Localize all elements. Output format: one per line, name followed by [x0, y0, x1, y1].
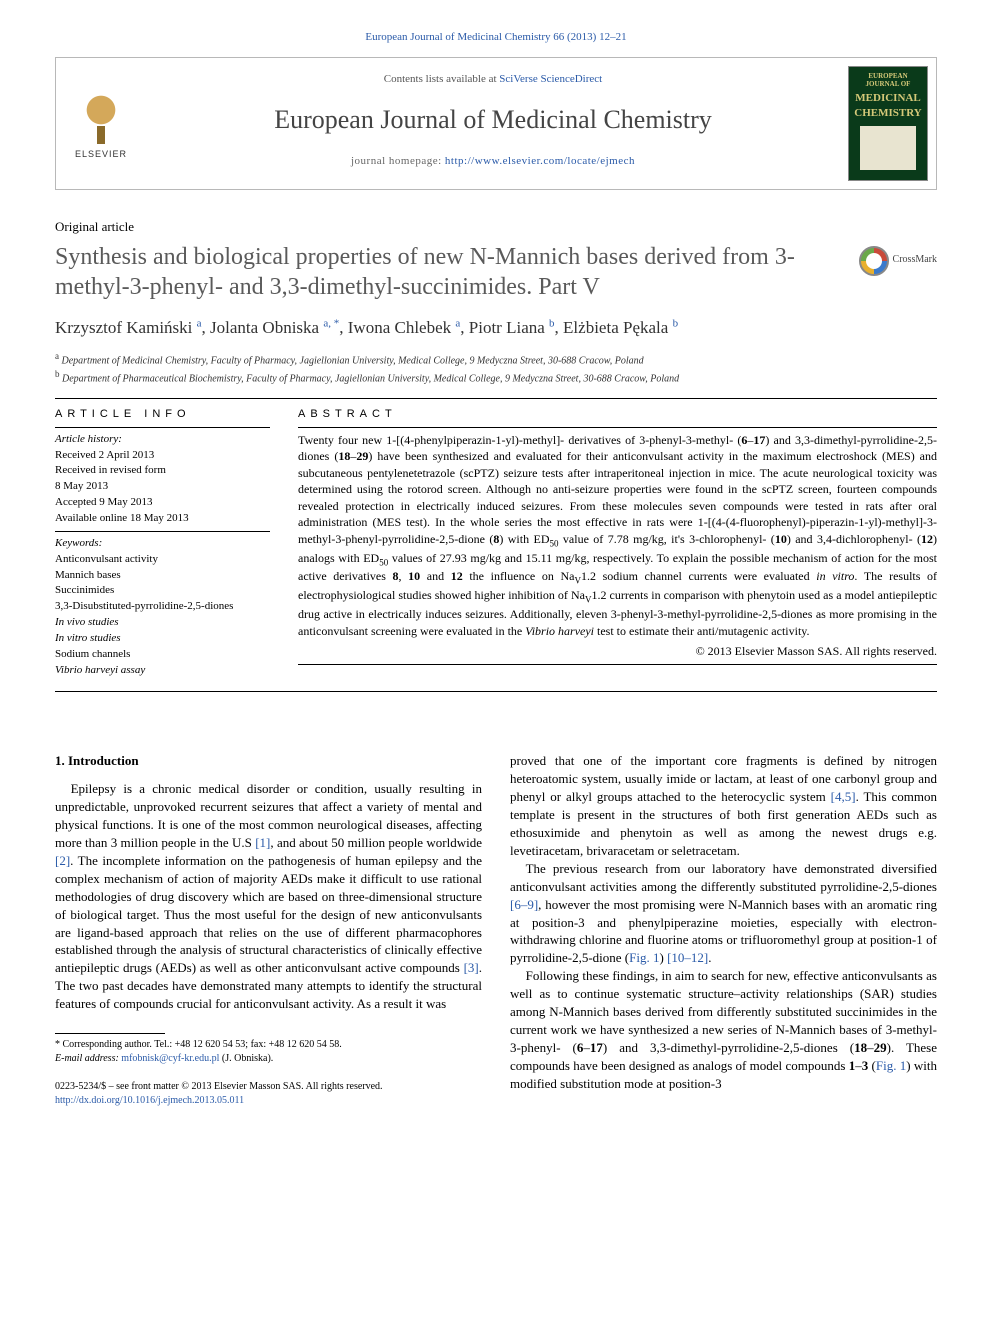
keyword-item: Anticonvulsant activity — [55, 552, 270, 568]
section-title: Introduction — [68, 753, 139, 768]
journal-header: ELSEVIER Contents lists available at Sci… — [55, 57, 937, 189]
online-date: Available online 18 May 2013 — [55, 511, 270, 527]
revised-date-1: Received in revised form — [55, 463, 270, 479]
divider — [55, 531, 270, 532]
body-paragraph: The previous research from our laborator… — [510, 860, 937, 968]
keyword-item: In vitro studies — [55, 631, 270, 647]
keyword-item: Succinimides — [55, 583, 270, 599]
homepage-prefix: journal homepage: — [351, 155, 445, 167]
corresponding-author: * Corresponding author. Tel.: +48 12 620… — [55, 1038, 482, 1052]
revised-date-2: 8 May 2013 — [55, 479, 270, 495]
elsevier-tree-icon — [71, 86, 131, 146]
cover-line-3: CHEMISTRY — [854, 106, 921, 121]
journal-homepage-line: journal homepage: http://www.elsevier.co… — [146, 154, 840, 169]
abstract-heading: abstract — [298, 407, 937, 422]
divider — [55, 691, 937, 692]
journal-homepage-link[interactable]: http://www.elsevier.com/locate/ejmech — [445, 155, 635, 167]
authors-line: Krzysztof Kamiński a, Jolanta Obniska a,… — [55, 316, 937, 340]
section-heading: 1. Introduction — [55, 752, 482, 770]
section-number: 1. — [55, 753, 65, 768]
article-info-column: article info Article history: Received 2… — [55, 407, 270, 679]
header-center: Contents lists available at SciVerse Sci… — [146, 58, 840, 188]
keywords-label: Keywords: — [55, 536, 270, 551]
journal-name: European Journal of Medicinal Chemistry — [146, 102, 840, 138]
keyword-item: 3,3-Disubstituted-pyrrolidine-2,5-diones — [55, 599, 270, 615]
crossmark-label: CrossMark — [893, 254, 937, 267]
article-type: Original article — [55, 218, 937, 236]
email-link[interactable]: mfobnisk@cyf-kr.edu.pl — [121, 1053, 219, 1064]
contents-prefix: Contents lists available at — [384, 73, 499, 85]
article-title: Synthesis and biological properties of n… — [55, 242, 937, 302]
accepted-date: Accepted 9 May 2013 — [55, 495, 270, 511]
footnote-divider — [55, 1033, 165, 1034]
keyword-item: In vivo studies — [55, 615, 270, 631]
doi-link[interactable]: http://dx.doi.org/10.1016/j.ejmech.2013.… — [55, 1095, 244, 1106]
elsevier-label: ELSEVIER — [75, 148, 127, 161]
email-line: E-mail address: mfobnisk@cyf-kr.edu.pl (… — [55, 1052, 482, 1066]
email-suffix: (J. Obniska). — [219, 1053, 273, 1064]
elsevier-logo: ELSEVIER — [56, 58, 146, 188]
cover-line-1: EUROPEAN JOURNAL OF — [853, 73, 923, 88]
divider — [55, 427, 270, 428]
sciencedirect-link[interactable]: SciVerse ScienceDirect — [499, 73, 602, 85]
footer-block: 0223-5234/$ – see front matter © 2013 El… — [55, 1080, 482, 1108]
journal-cover-thumbnail: EUROPEAN JOURNAL OF MEDICINAL CHEMISTRY — [848, 66, 928, 180]
front-matter-line: 0223-5234/$ – see front matter © 2013 El… — [55, 1080, 482, 1094]
crossmark-badge[interactable]: CrossMark — [859, 246, 937, 276]
copyright-line: © 2013 Elsevier Masson SAS. All rights r… — [298, 643, 937, 660]
keyword-item: Sodium channels — [55, 647, 270, 663]
email-label: E-mail address: — [55, 1053, 121, 1064]
divider — [55, 398, 937, 399]
body-paragraph: Following these findings, in aim to sear… — [510, 967, 937, 1093]
article-history: Article history: Received 2 April 2013 R… — [55, 432, 270, 528]
received-date: Received 2 April 2013 — [55, 448, 270, 464]
divider — [298, 427, 937, 428]
history-label: Article history: — [55, 432, 270, 448]
body-two-column: 1. Introduction Epilepsy is a chronic me… — [55, 752, 937, 1108]
citation-line: European Journal of Medicinal Chemistry … — [55, 30, 937, 45]
title-text: Synthesis and biological properties of n… — [55, 244, 795, 300]
body-paragraph: Epilepsy is a chronic medical disorder o… — [55, 780, 482, 1013]
cover-line-2: MEDICINAL — [855, 91, 920, 106]
keywords-list: Anticonvulsant activityMannich basesSucc… — [55, 552, 270, 680]
keyword-item: Vibrio harveyi assay — [55, 663, 270, 679]
crossmark-icon — [859, 246, 889, 276]
abstract-text: Twenty four new 1-[(4-phenylpiperazin-1-… — [298, 432, 937, 640]
info-abstract-row: article info Article history: Received 2… — [55, 407, 937, 679]
contents-available-line: Contents lists available at SciVerse Sci… — [146, 72, 840, 87]
keyword-item: Mannich bases — [55, 568, 270, 584]
divider — [298, 664, 937, 665]
cover-image-placeholder — [860, 126, 916, 170]
footnote-block: * Corresponding author. Tel.: +48 12 620… — [55, 1033, 482, 1108]
article-info-heading: article info — [55, 407, 270, 422]
abstract-column: abstract Twenty four new 1-[(4-phenylpip… — [298, 407, 937, 679]
affiliations: a Department of Medicinal Chemistry, Fac… — [55, 350, 937, 387]
body-paragraph: proved that one of the important core fr… — [510, 752, 937, 860]
footnotes: * Corresponding author. Tel.: +48 12 620… — [55, 1038, 482, 1066]
